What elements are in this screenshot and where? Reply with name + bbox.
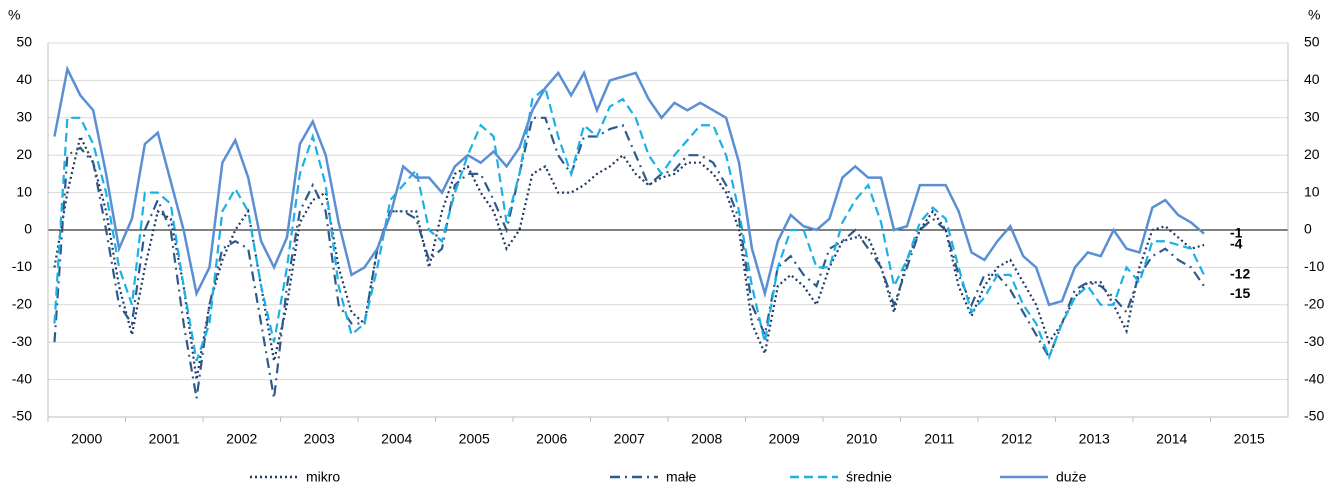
series-line bbox=[53, 85, 1206, 362]
x-tick-label: 2011 bbox=[924, 431, 954, 447]
y2-tick-label: 50 bbox=[1304, 34, 1320, 50]
x-tick-label: 2012 bbox=[1001, 431, 1032, 447]
y2-tick-label: -20 bbox=[1304, 296, 1324, 312]
y-tick-label: -30 bbox=[12, 333, 32, 349]
end-label: -12 bbox=[1230, 266, 1250, 282]
x-tick-label: 2014 bbox=[1156, 431, 1187, 447]
y-tick-label: 40 bbox=[16, 71, 32, 87]
y2-unit: % bbox=[1308, 7, 1320, 23]
y2-tick-label: -10 bbox=[1304, 258, 1324, 274]
y-tick-label: 50 bbox=[16, 34, 32, 50]
legend-label: mikro bbox=[306, 469, 340, 485]
x-tick-label: 2008 bbox=[691, 431, 722, 447]
y2-tick-label: -30 bbox=[1304, 333, 1324, 349]
y-tick-label: 0 bbox=[24, 221, 32, 237]
x-tick-label: 2006 bbox=[536, 431, 567, 447]
x-tick-label: 2001 bbox=[149, 431, 180, 447]
legend-label: duże bbox=[1056, 469, 1087, 485]
y2-tick-label: 0 bbox=[1304, 221, 1312, 237]
x-tick-label: 2005 bbox=[459, 431, 490, 447]
end-label: -4 bbox=[1230, 236, 1243, 252]
x-tick-label: 2015 bbox=[1234, 431, 1265, 447]
series-line bbox=[53, 133, 1205, 380]
series-line bbox=[53, 116, 1205, 399]
y2-tick-label: 40 bbox=[1304, 71, 1320, 87]
x-tick-label: 2000 bbox=[71, 431, 102, 447]
x-tick-label: 2013 bbox=[1079, 431, 1110, 447]
x-tick-label: 2007 bbox=[614, 431, 645, 447]
y-tick-label: -20 bbox=[12, 296, 32, 312]
y-tick-label: -10 bbox=[12, 258, 32, 274]
y2-tick-label: 10 bbox=[1304, 183, 1320, 199]
x-tick-label: 2004 bbox=[381, 431, 412, 447]
y-unit: % bbox=[8, 7, 20, 23]
y-tick-label: -50 bbox=[12, 408, 32, 424]
legend-label: małe bbox=[666, 469, 697, 485]
y-tick-label: 20 bbox=[16, 146, 32, 162]
y-tick-label: 10 bbox=[16, 183, 32, 199]
end-label: -15 bbox=[1230, 285, 1250, 301]
x-tick-label: 2010 bbox=[846, 431, 877, 447]
y-tick-label: 30 bbox=[16, 109, 32, 125]
y2-tick-label: 30 bbox=[1304, 109, 1320, 125]
y2-tick-label: -50 bbox=[1304, 408, 1324, 424]
x-tick-label: 2009 bbox=[769, 431, 800, 447]
y-tick-label: -40 bbox=[12, 370, 32, 386]
legend-label: średnie bbox=[846, 469, 892, 485]
y2-tick-label: -40 bbox=[1304, 370, 1324, 386]
end-label: -1 bbox=[1230, 224, 1243, 240]
x-tick-label: 2002 bbox=[226, 431, 257, 447]
series-line bbox=[53, 65, 1205, 307]
y2-tick-label: 20 bbox=[1304, 146, 1320, 162]
x-tick-label: 2003 bbox=[304, 431, 335, 447]
